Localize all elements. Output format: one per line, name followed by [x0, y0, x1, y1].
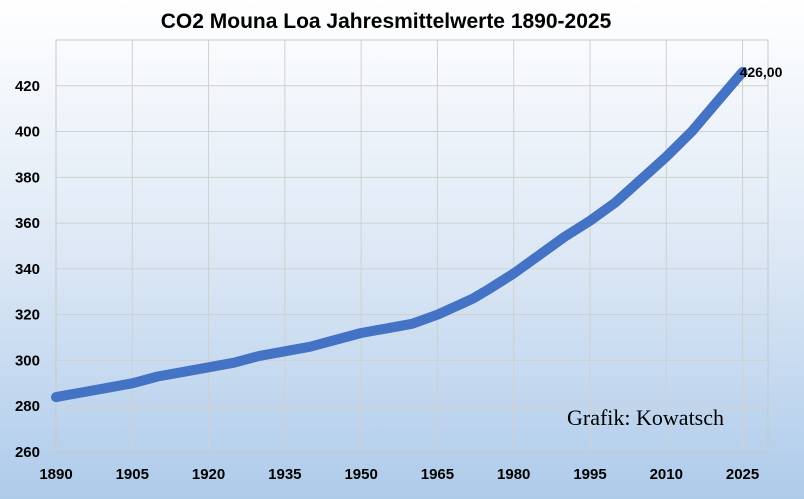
data-point [689, 129, 694, 134]
data-point [155, 374, 160, 379]
data-point [486, 287, 491, 292]
data-point [79, 390, 84, 395]
y-tick-label: 280 [15, 398, 40, 415]
chart-title: CO2 Mouna Loa Jahresmittelwerte 1890-202… [161, 10, 612, 33]
data-point [333, 337, 338, 342]
x-tick-label: 1995 [573, 466, 606, 483]
data-point [282, 349, 287, 354]
credit-label: Grafik: Kowatsch [567, 405, 724, 430]
data-point [410, 321, 414, 326]
data-point [588, 218, 592, 223]
x-tick-label: 2010 [650, 466, 683, 483]
x-tick-label: 1965 [421, 466, 454, 483]
x-tick-label: 1920 [192, 466, 225, 483]
x-tick-label: 2025 [726, 466, 759, 483]
y-tick-label: 420 [15, 78, 40, 95]
y-tick-label: 340 [15, 261, 40, 278]
y-tick-label: 320 [15, 307, 40, 324]
data-point [471, 296, 476, 301]
end-value-label: 426,00 [740, 64, 783, 80]
x-axis-ticks: 1890 1905 1920 1935 1950 1965 1980 1995 2010 2025 [39, 466, 759, 483]
data-point [562, 234, 567, 239]
y-tick-label: 380 [15, 169, 40, 186]
x-tick-label: 1905 [116, 466, 149, 483]
y-tick-label: 300 [15, 352, 40, 369]
data-point [638, 177, 643, 182]
data-point [613, 200, 618, 205]
data-point [664, 154, 669, 159]
x-tick-label: 1950 [344, 466, 377, 483]
x-tick-label: 1935 [268, 466, 301, 483]
y-tick-label: 400 [15, 124, 40, 141]
x-tick-label: 1980 [497, 466, 530, 483]
data-point [740, 70, 745, 75]
plot-area [55, 39, 769, 453]
data-point [104, 385, 109, 390]
data-point [359, 330, 364, 335]
x-tick-label: 1890 [39, 466, 72, 483]
data-point [257, 353, 262, 358]
y-axis-ticks: 260 280 300 320 340 360 380 400 420 [15, 78, 40, 461]
data-point [308, 344, 313, 349]
data-point [511, 271, 516, 276]
data-point [715, 99, 720, 104]
data-point [232, 360, 236, 365]
data-point [537, 253, 542, 258]
data-point [435, 312, 440, 317]
data-point [460, 301, 465, 306]
series-layer [51, 67, 748, 403]
data-point [206, 365, 211, 370]
gridlines [56, 40, 768, 452]
y-tick-label: 360 [15, 215, 40, 232]
data-point [54, 395, 58, 400]
data-point [130, 381, 135, 386]
y-tick-label: 260 [15, 444, 40, 461]
data-point [384, 326, 389, 331]
co2-series-line [51, 67, 748, 403]
data-point [181, 369, 186, 374]
